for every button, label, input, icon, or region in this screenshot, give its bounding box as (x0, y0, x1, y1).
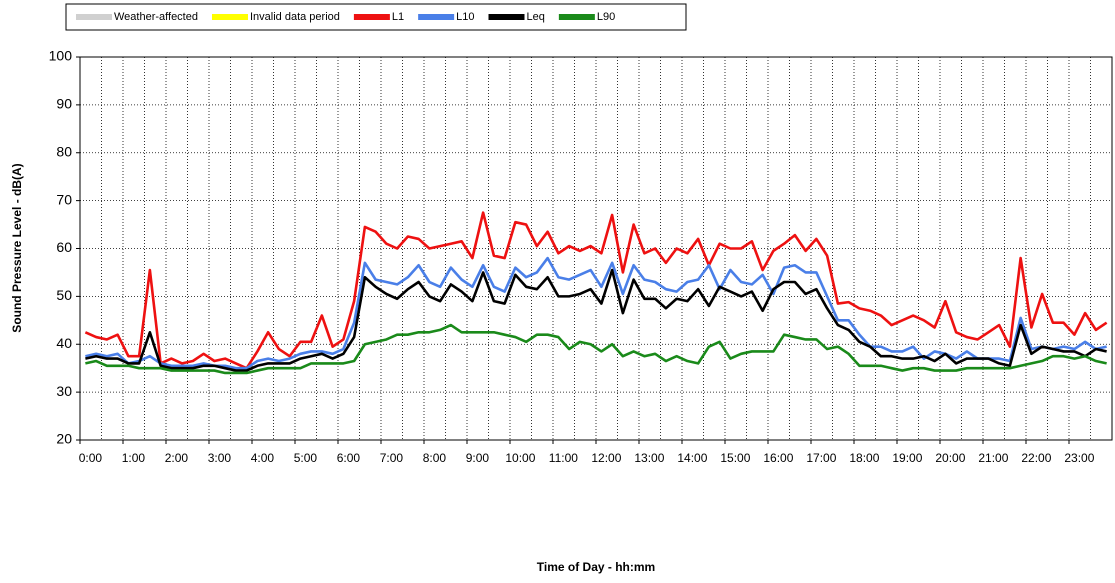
y-tick-label: 60 (56, 239, 72, 255)
legend-label: L10 (456, 11, 474, 23)
y-tick-label: 40 (56, 335, 72, 351)
x-tick-label: 22:00 (1021, 451, 1051, 465)
line-series (84, 211, 1108, 370)
y-tick-label: 90 (56, 96, 72, 112)
x-tick-label: 19:00 (892, 451, 922, 465)
x-tick-label: 17:00 (806, 451, 836, 465)
legend-label: L1 (392, 11, 404, 23)
x-tick-label: 1:00 (122, 451, 146, 465)
x-tick-label: 9:00 (466, 451, 490, 465)
x-tick-label: 16:00 (763, 451, 793, 465)
line-series (85, 256, 1107, 370)
x-tick-label: 11:00 (549, 451, 578, 465)
x-tick-label: 21:00 (978, 451, 1008, 465)
y-tick-label: 100 (49, 48, 73, 64)
x-axis-label: Time of Day - hh:mm (537, 560, 655, 574)
x-tick-label: 15:00 (720, 451, 750, 465)
x-tick-label: 0:00 (79, 451, 103, 465)
legend-label: L90 (597, 11, 615, 23)
x-tick-label: 2:00 (165, 451, 189, 465)
x-tick-label: 3:00 (208, 451, 232, 465)
x-tick-label: 4:00 (251, 451, 275, 465)
x-tick-label: 14:00 (677, 451, 707, 465)
x-tick-label: 12:00 (591, 451, 621, 465)
y-tick-label: 20 (56, 431, 72, 447)
y-tick-label: 70 (56, 191, 72, 207)
x-tick-label: 7:00 (380, 451, 404, 465)
x-tick-label: 23:00 (1064, 451, 1094, 465)
x-tick-label: 20:00 (935, 451, 965, 465)
y-axis-label: Sound Pressure Level - dB(A) (10, 163, 24, 332)
y-tick-label: 80 (56, 143, 72, 159)
line-series (85, 268, 1107, 372)
x-tick-label: 18:00 (849, 451, 879, 465)
y-tick-label: 30 (56, 383, 72, 399)
x-tick-label: 8:00 (423, 451, 447, 465)
x-tick-label: 10:00 (505, 451, 535, 465)
legend-label: Leq (527, 11, 545, 23)
x-tick-label: 5:00 (294, 451, 318, 465)
legend-label: Invalid data period (250, 11, 340, 23)
x-tick-label: 6:00 (337, 451, 361, 465)
legend-label: Weather-affected (114, 11, 198, 23)
line-series (85, 323, 1107, 375)
y-tick-label: 50 (56, 287, 72, 303)
x-tick-label: 13:00 (634, 451, 664, 465)
